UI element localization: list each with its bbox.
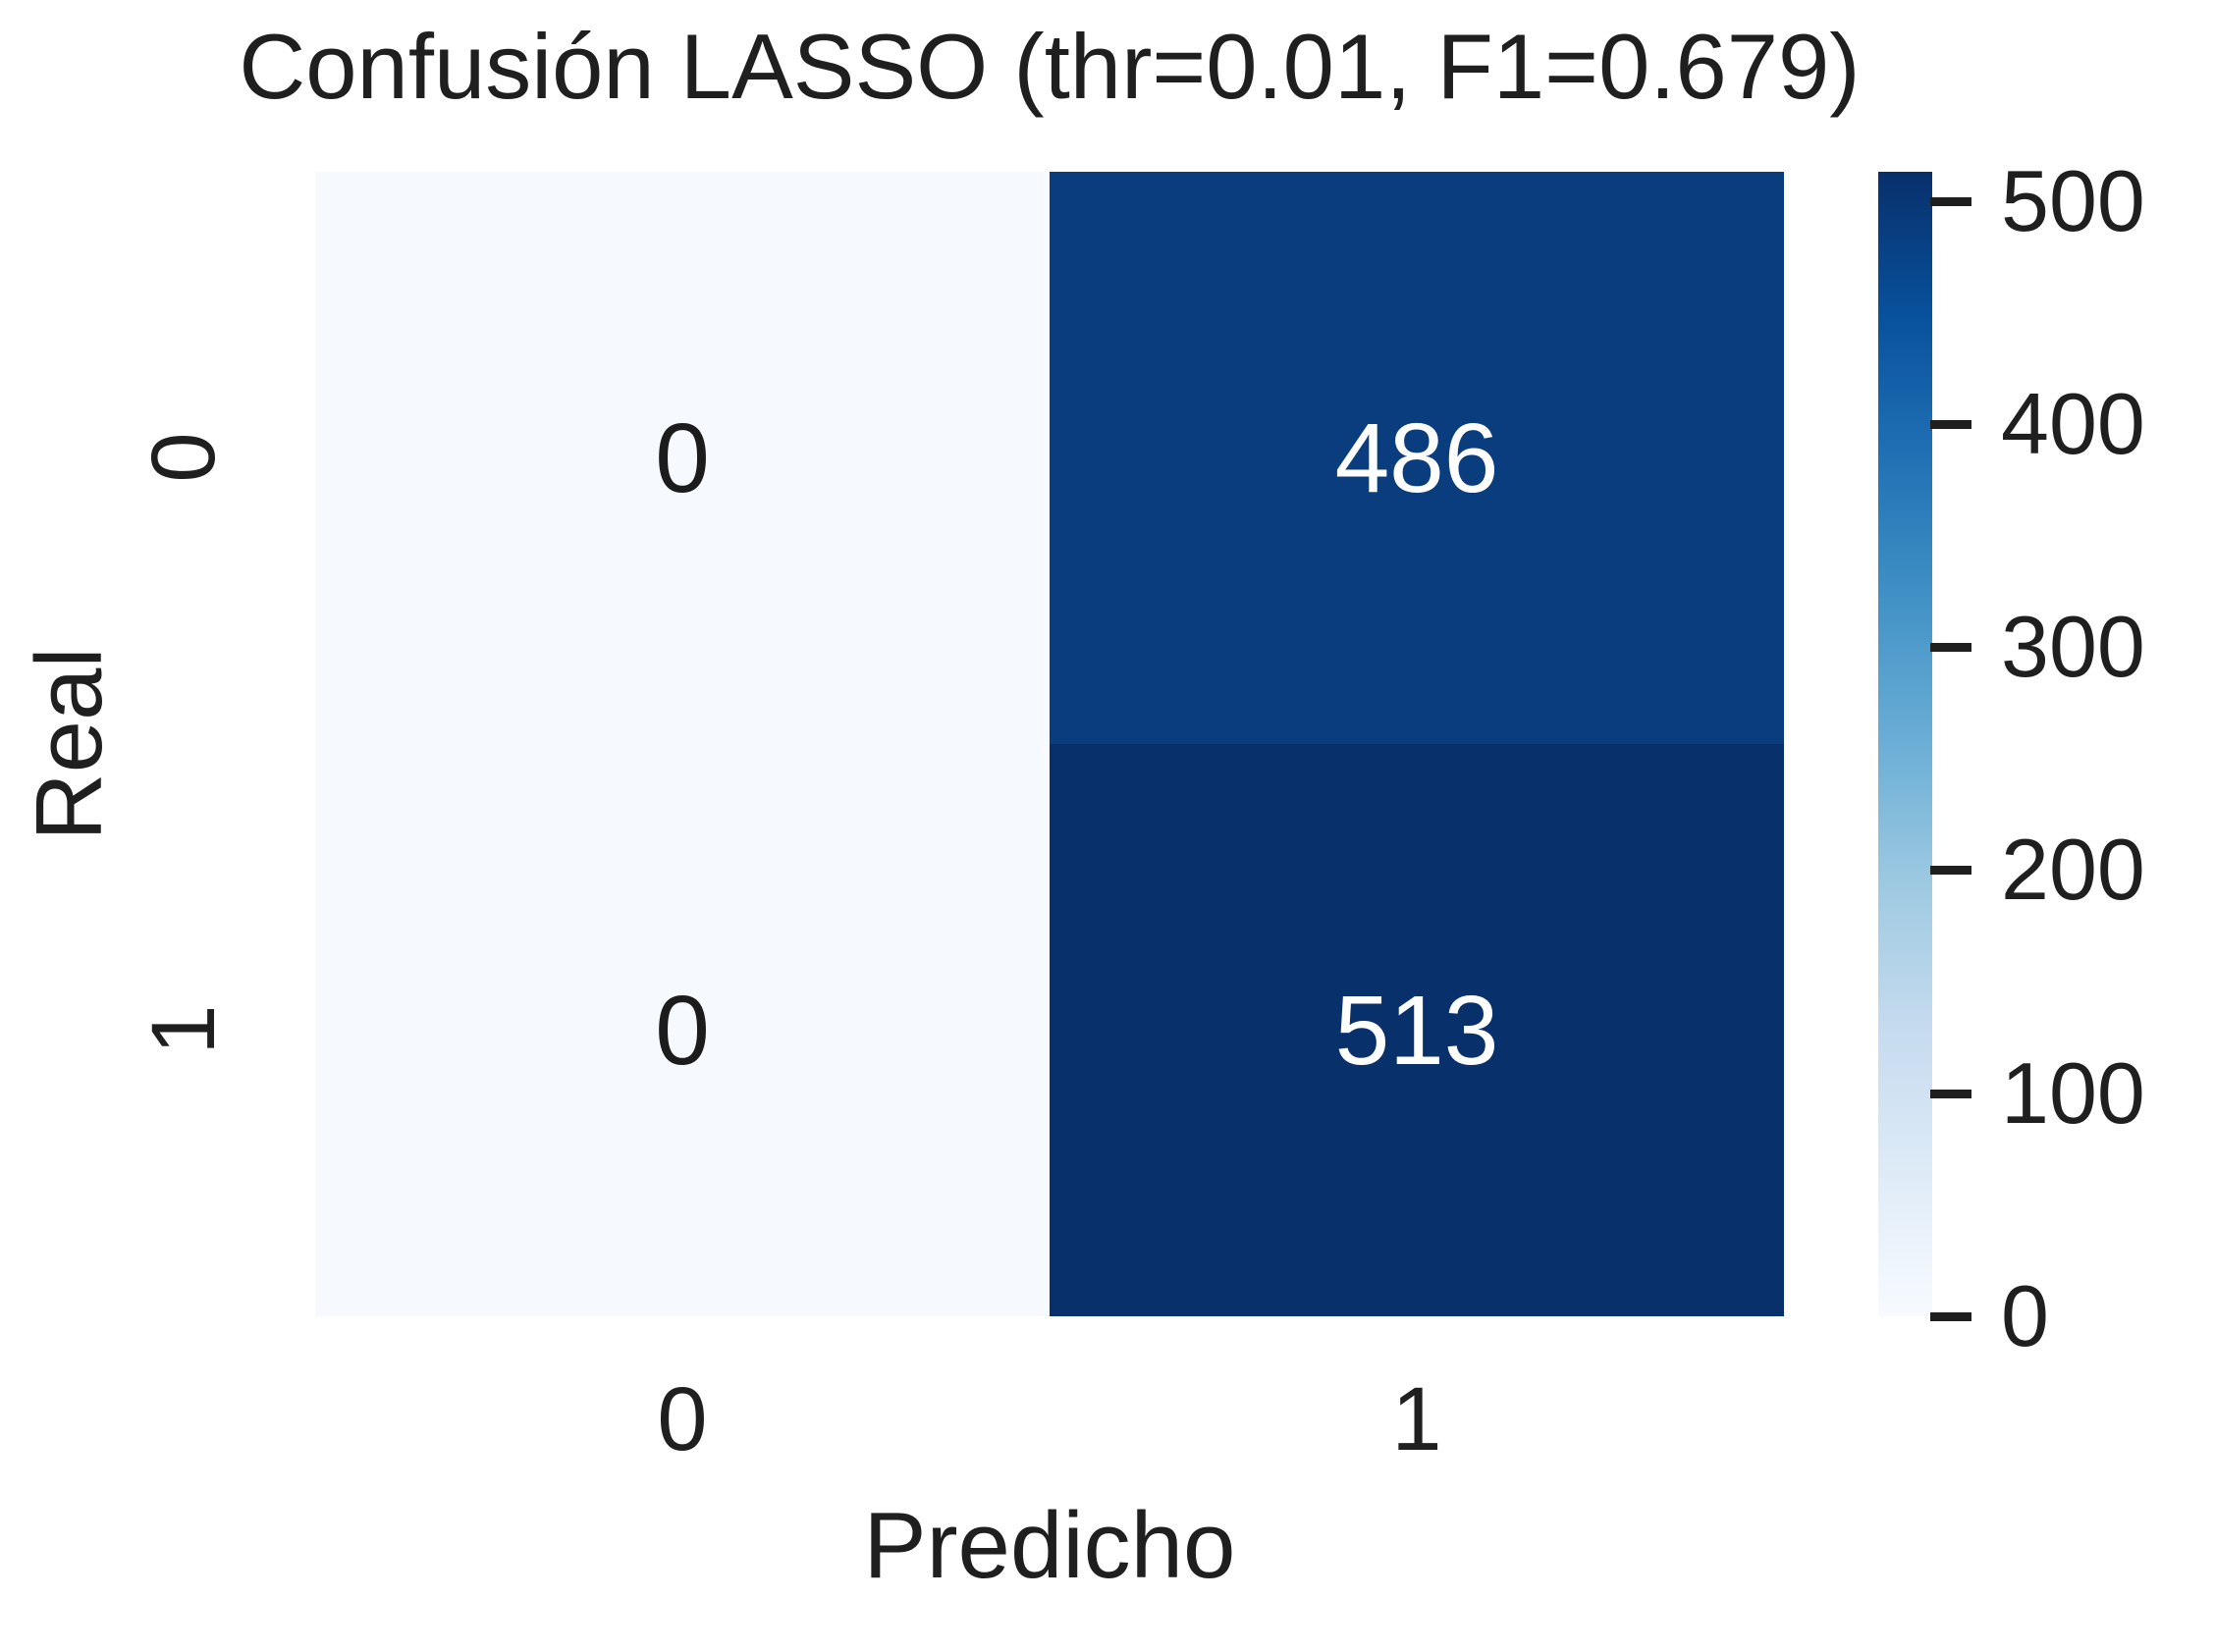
colorbar-tick-label: 400 [2001,375,2145,472]
cell-value: 486 [1334,402,1499,513]
x-axis-label: Predicho [863,1493,1236,1598]
heatmap-cell-r0c0: 0 [315,172,1050,744]
heatmap-cell-r0c1: 486 [1050,172,1784,744]
colorbar-tick-mark [1930,196,1971,206]
colorbar-tick-300: 300 [1930,604,2145,690]
colorbar-tick-mark [1930,1089,1971,1098]
heatmap-grid: 0 486 0 513 [315,172,1784,1316]
colorbar-tick-label: 500 [2001,152,2145,249]
chart-title: Confusión LASSO (thr=0.01, F1=0.679) [239,15,1861,118]
heatmap-cell-r1c1: 513 [1050,744,1784,1316]
colorbar-tick-label: 100 [2001,1044,2145,1142]
colorbar-tick-mark [1930,1311,1971,1321]
cell-value: 513 [1334,975,1499,1086]
heatmap-cell-r1c0: 0 [315,744,1050,1316]
cell-value: 0 [655,402,710,513]
colorbar-tick-mark [1930,419,1971,429]
colorbar-tick-500: 500 [1930,158,2145,244]
cell-value: 0 [655,975,710,1086]
colorbar-gradient [1878,172,1932,1316]
colorbar-tick-mark [1930,865,1971,875]
colorbar-tick-label: 300 [2001,598,2145,695]
colorbar-tick-100: 100 [1930,1050,2145,1137]
colorbar-tick-400: 400 [1930,381,2145,467]
y-axis-tick-0: 0 [134,432,234,483]
colorbar-tick-label: 0 [2001,1267,2049,1364]
y-axis-tick-1: 1 [134,1004,234,1055]
colorbar-tick-200: 200 [1930,826,2145,913]
x-axis-tick-1: 1 [1391,1369,1442,1469]
colorbar-tick-0: 0 [1930,1273,2049,1359]
y-axis-label: Real [17,647,122,841]
colorbar-tick-mark [1930,642,1971,652]
x-axis-tick-0: 0 [657,1369,708,1469]
colorbar-tick-label: 200 [2001,821,2145,918]
